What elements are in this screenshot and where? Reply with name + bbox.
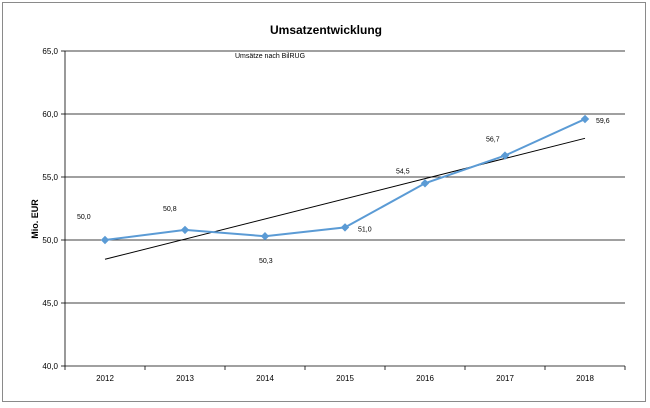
data-point	[102, 237, 109, 244]
trendline	[105, 138, 585, 259]
data-point	[262, 233, 269, 240]
grid-lines	[65, 51, 625, 303]
data-label: 50,0	[77, 214, 91, 221]
chart-subtitle: Umsätze nach BilRUG	[235, 53, 305, 60]
x-tick-label: 2017	[496, 374, 514, 383]
y-tick-label: 50,0	[42, 236, 58, 245]
y-tick-label: 65,0	[42, 47, 58, 56]
y-axis-label: Mio. EUR	[30, 199, 40, 239]
axes	[61, 51, 625, 370]
series-line	[105, 119, 585, 240]
data-point	[182, 226, 189, 233]
x-tick-label: 2014	[256, 374, 274, 383]
data-label: 51,0	[358, 226, 372, 233]
data-label: 50,8	[163, 206, 177, 213]
trendline-line	[105, 138, 585, 259]
data-label: 54,5	[396, 168, 410, 175]
series-revenue	[102, 116, 589, 244]
x-tick-label: 2018	[576, 374, 594, 383]
data-point	[582, 116, 589, 123]
data-label: 59,6	[596, 118, 610, 125]
x-tick-label: 2012	[96, 374, 114, 383]
y-tick-labels: 40,0 45,0 50,0 55,0 60,0 65,0	[42, 47, 58, 371]
chart-title: Umsatzentwicklung	[270, 23, 382, 37]
y-tick-label: 40,0	[42, 362, 58, 371]
line-chart: Umsatzentwicklung Umsätze nach BilRUG Mi…	[3, 3, 647, 403]
y-tick-label: 45,0	[42, 299, 58, 308]
data-labels: 50,0 50,8 50,3 51,0 54,5 56,7 59,6	[77, 118, 610, 265]
x-tick-label: 2015	[336, 374, 354, 383]
y-tick-label: 55,0	[42, 173, 58, 182]
x-tick-labels: 2012 2013 2014 2015 2016 2017 2018	[96, 374, 594, 383]
data-label: 50,3	[259, 258, 273, 265]
y-tick-label: 60,0	[42, 110, 58, 119]
x-tick-label: 2016	[416, 374, 434, 383]
x-tick-label: 2013	[176, 374, 194, 383]
data-label: 56,7	[486, 137, 500, 144]
chart-frame: Umsatzentwicklung Umsätze nach BilRUG Mi…	[2, 2, 646, 402]
